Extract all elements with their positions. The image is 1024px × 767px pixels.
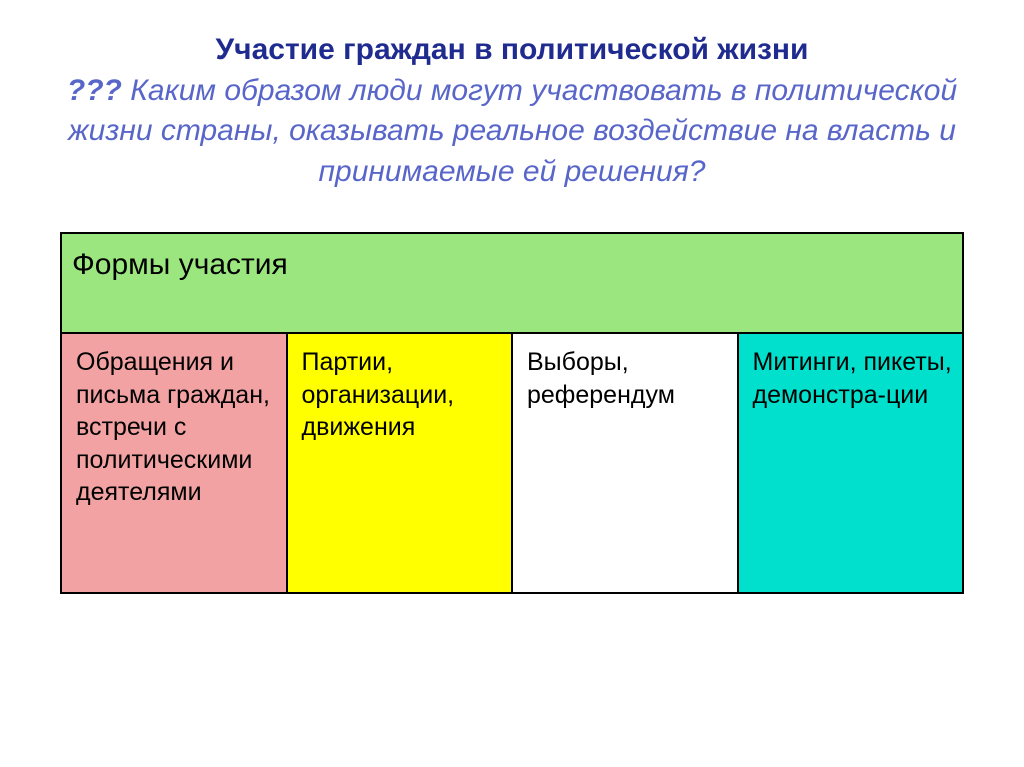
forms-table: Формы участия Обращения и письма граждан… (60, 232, 964, 594)
cell-rallies: Митинги, пикеты, демонстра-ции (738, 333, 964, 593)
table-row: Обращения и письма граждан, встречи с по… (61, 333, 963, 593)
cell-parties: Партии, организации, движения (287, 333, 513, 593)
question-marks: ??? (67, 74, 122, 107)
slide-heading: Участие граждан в политической жизни ???… (60, 30, 964, 192)
slide-title: Участие граждан в политической жизни (60, 30, 964, 71)
cell-elections: Выборы, референдум (512, 333, 738, 593)
table-header: Формы участия (61, 233, 963, 333)
cell-appeals: Обращения и письма граждан, встречи с по… (61, 333, 287, 593)
subtitle-text: Каким образом люди могут участвовать в п… (68, 74, 957, 188)
slide-subtitle: ??? Каким образом люди могут участвовать… (60, 71, 964, 193)
